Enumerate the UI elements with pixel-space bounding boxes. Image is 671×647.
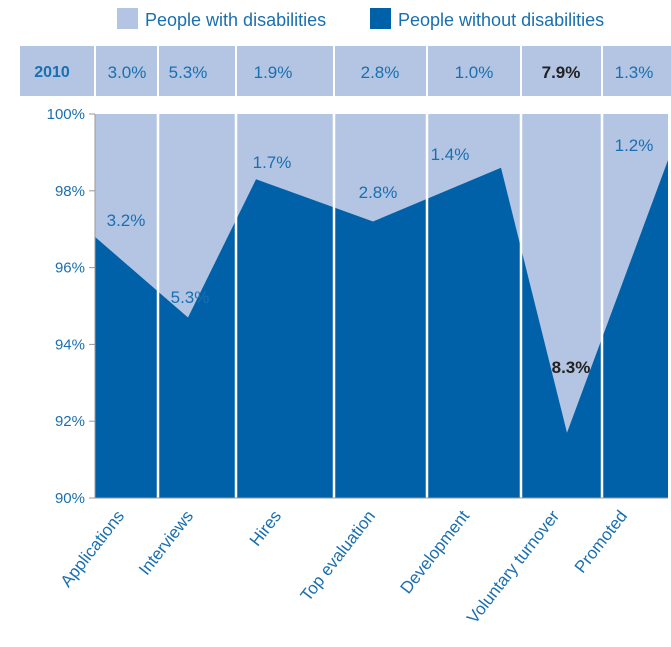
summary-row-value: 3.0% xyxy=(108,63,147,82)
legend: People with disabilities People without d… xyxy=(117,8,604,30)
data-label: 5.3% xyxy=(171,288,210,307)
y-tick-label: 100% xyxy=(47,106,85,123)
y-tick-label: 92% xyxy=(55,413,85,430)
summary-row-background xyxy=(20,46,671,96)
summary-row-value: 7.9% xyxy=(542,63,581,82)
x-tick-label: Applications xyxy=(57,507,128,591)
y-tick-label: 94% xyxy=(55,336,85,353)
y-tick-label: 98% xyxy=(55,183,85,200)
data-label: 1.7% xyxy=(253,153,292,172)
y-tick-label: 96% xyxy=(55,260,85,277)
data-label: 8.3% xyxy=(552,358,591,377)
legend-label: People without disabilities xyxy=(398,10,604,30)
legend-swatch xyxy=(117,8,138,29)
legend-swatch xyxy=(370,8,391,29)
legend-label: People with disabilities xyxy=(145,10,326,30)
data-label: 3.2% xyxy=(107,211,146,230)
y-axis: 90% 92% 94% 96% 98% 100% xyxy=(47,106,668,507)
x-tick-label: Promoted xyxy=(571,507,631,577)
data-labels: 3.2% 5.3% 1.7% 2.8% 1.4% 8.3% 1.2% xyxy=(107,136,654,377)
summary-row-value: 1.3% xyxy=(615,63,654,82)
data-label: 1.2% xyxy=(615,136,654,155)
summary-row-2010: 2010 3.0% 5.3% 1.9% 2.8% 1.0% 7.9% 1.3% xyxy=(20,46,671,96)
plot-area xyxy=(94,114,669,498)
data-label: 1.4% xyxy=(431,145,470,164)
data-label: 2.8% xyxy=(359,183,398,202)
summary-row-value: 1.0% xyxy=(455,63,494,82)
x-tick-label: Hires xyxy=(246,507,285,550)
x-tick-label: Voluntary turnover xyxy=(463,506,563,627)
summary-row-value: 1.9% xyxy=(254,63,293,82)
summary-row-value: 2.8% xyxy=(361,63,400,82)
x-tick-label: Interviews xyxy=(135,507,197,579)
x-tick-label: Development xyxy=(397,507,474,598)
summary-row-value: 5.3% xyxy=(169,63,208,82)
x-tick-label: Top evaluation xyxy=(297,507,379,605)
y-tick-label: 90% xyxy=(55,490,85,507)
x-axis: Applications Interviews Hires Top evaluatio… xyxy=(57,506,631,627)
series-area-people-without-disabilities xyxy=(95,160,668,498)
summary-row-year: 2010 xyxy=(34,64,70,81)
